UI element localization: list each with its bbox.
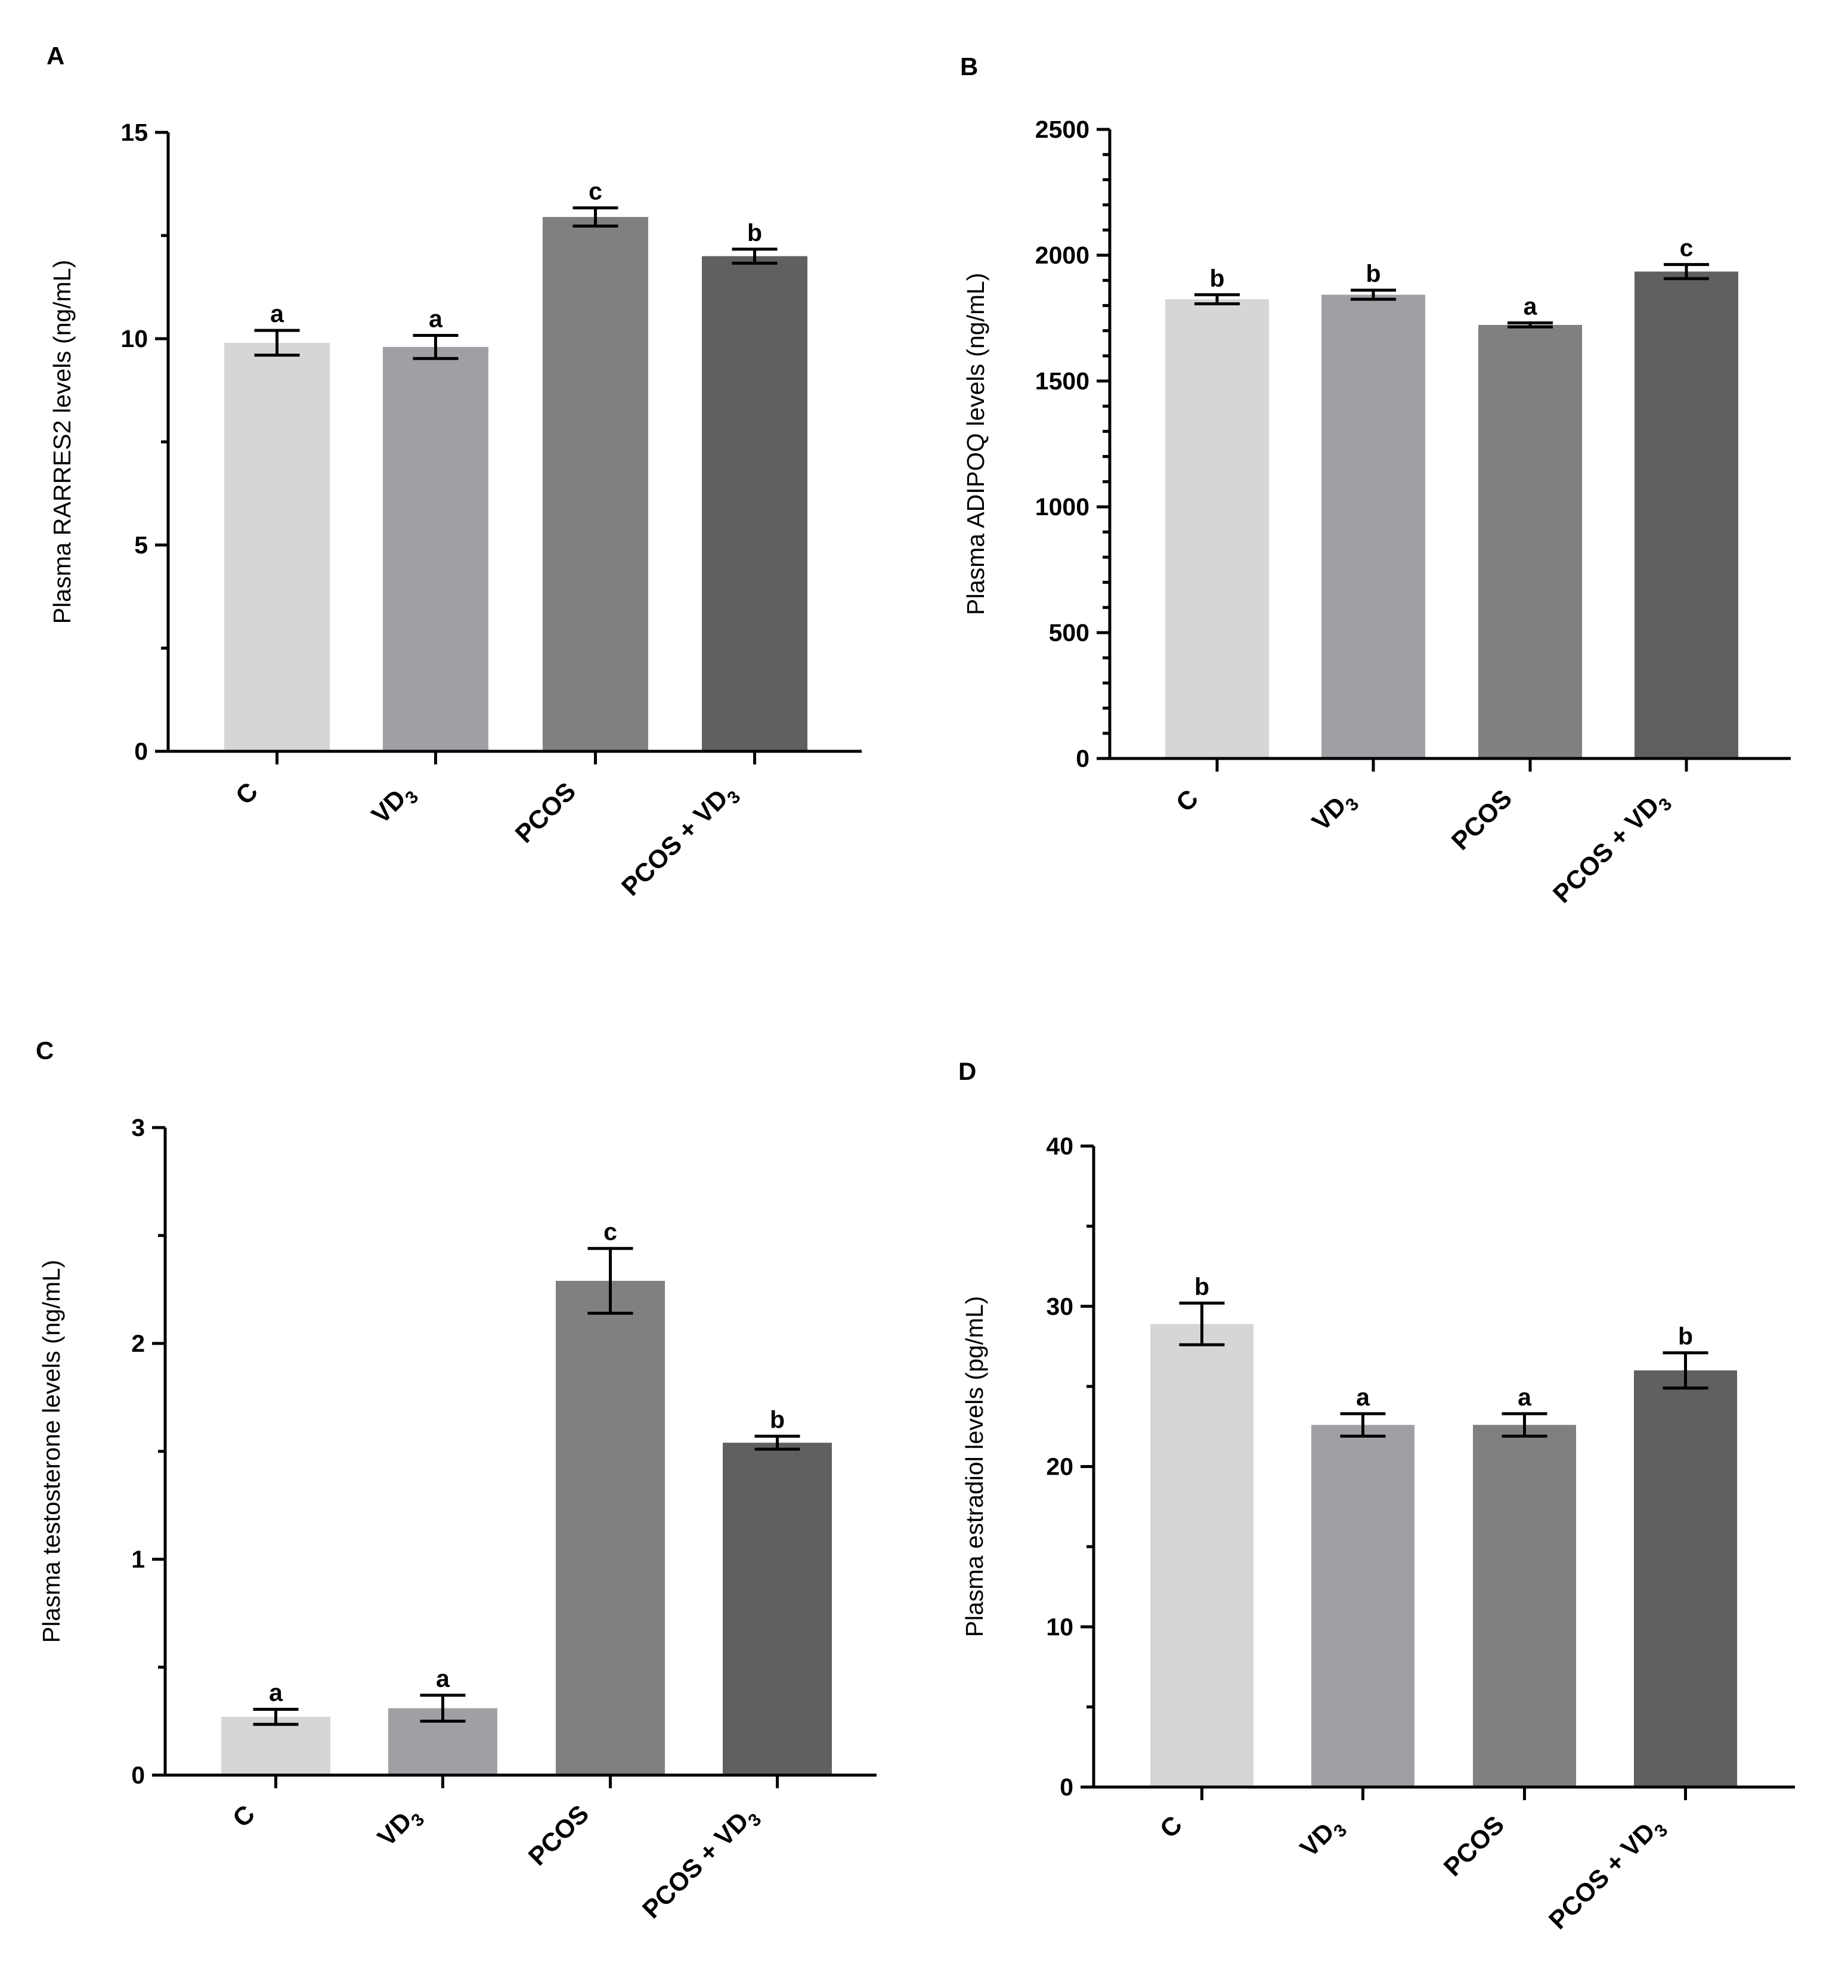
y-tick-label: 2500 <box>1035 116 1089 143</box>
bar-pcos <box>543 216 648 751</box>
significance-letter: b <box>770 1406 785 1433</box>
significance-letter: b <box>1194 1272 1209 1300</box>
y-tick-label: 1500 <box>1035 367 1089 395</box>
significance-letter: b <box>1678 1323 1693 1350</box>
x-category-label: C <box>1171 784 1204 818</box>
error-bar <box>420 1693 466 1723</box>
bar-pcos-vd3 <box>1634 1370 1737 1787</box>
significance-letter: b <box>1209 264 1224 292</box>
x-category-label: PCOS + VD3 <box>616 777 744 905</box>
x-category-label: PCOS <box>1438 1810 1510 1882</box>
error-bar <box>1351 289 1396 301</box>
panel-d: D Plasma estradiol levels (pg/mL) b a a b 0 10 2… <box>958 1057 1795 1939</box>
y-tick-label: 0 <box>1076 745 1089 772</box>
error-bar <box>587 1247 633 1315</box>
bar-pcos-vd3 <box>702 256 807 752</box>
y-tick-label: 10 <box>120 325 148 352</box>
significance-letter: c <box>603 1218 617 1246</box>
x-category-label: PCOS + VD3 <box>637 1800 765 1928</box>
x-category-label: C <box>1154 1810 1188 1844</box>
error-bar <box>1663 1351 1708 1390</box>
significance-letter: c <box>1680 234 1694 262</box>
y-axis-title: Plasma estradiol levels (pg/mL) <box>961 1296 988 1637</box>
x-category-label: PCOS + VD3 <box>1547 784 1676 912</box>
bar-c <box>221 1717 330 1775</box>
y-tick-label: 500 <box>1049 619 1089 646</box>
error-bar <box>1194 293 1240 305</box>
significance-letter: a <box>429 305 443 332</box>
x-category-label: PCOS <box>510 777 581 849</box>
error-bar <box>1508 321 1553 329</box>
error-bar <box>572 206 618 228</box>
y-tick-label: 1000 <box>1035 493 1089 521</box>
y-tick-label: 0 <box>1060 1773 1073 1801</box>
significance-letter: b <box>747 219 762 246</box>
error-bar <box>254 329 300 357</box>
bar-pcos <box>556 1281 665 1775</box>
x-category-label: VD3 <box>372 1800 428 1856</box>
panel-c: C Plasma testosterone levels (ng/mL) a a c b 0… <box>36 1036 877 1928</box>
significance-letter: a <box>1518 1383 1532 1411</box>
significance-letter: c <box>589 178 602 205</box>
y-tick-label: 30 <box>1046 1293 1073 1320</box>
y-tick-label: 10 <box>1046 1613 1073 1640</box>
x-category-label: PCOS <box>1446 784 1518 856</box>
bar-c <box>224 342 330 751</box>
panel-letter: C <box>36 1036 54 1064</box>
y-tick-label: 2000 <box>1035 241 1089 269</box>
significance-letter: a <box>436 1665 450 1692</box>
bar-pcos <box>1473 1425 1576 1787</box>
x-category-label: C <box>230 777 264 810</box>
error-bar <box>1340 1412 1386 1438</box>
panel-b: B Plasma ADIPOQ levels (ng/mL) b b a c 0 500 100… <box>960 52 1791 912</box>
y-tick-label: 15 <box>120 119 148 146</box>
y-tick-label: 20 <box>1046 1453 1073 1481</box>
bar-pcos <box>1478 324 1582 758</box>
x-category-label: VD3 <box>366 777 422 833</box>
bar-pcos-vd3 <box>723 1442 832 1775</box>
panel-letter: D <box>958 1057 976 1085</box>
bar-c <box>1150 1324 1253 1787</box>
panel-letter: A <box>47 42 64 70</box>
bar-vd3 <box>383 346 488 751</box>
bar-pcos-vd3 <box>1635 271 1738 758</box>
y-axis-title: Plasma testosterone levels (ng/mL) <box>38 1260 65 1643</box>
error-bar <box>413 333 459 360</box>
y-tick-label: 0 <box>131 1761 145 1789</box>
x-category-label: VD3 <box>1307 784 1363 840</box>
significance-letter: a <box>1524 293 1538 320</box>
significance-letter: a <box>270 300 284 327</box>
y-tick-label: 0 <box>134 738 148 765</box>
x-category-label: PCOS <box>523 1800 595 1871</box>
y-tick-label: 2 <box>131 1330 145 1357</box>
y-tick-label: 1 <box>131 1546 145 1573</box>
error-bar <box>1502 1412 1547 1438</box>
y-tick-label: 40 <box>1046 1132 1073 1160</box>
error-bar <box>253 1708 299 1726</box>
error-bar <box>754 1435 800 1451</box>
x-category-label: C <box>227 1800 261 1833</box>
y-axis-title: Plasma RARRES2 levels (ng/mL) <box>48 260 76 624</box>
panel-letter: B <box>960 52 978 80</box>
error-bar <box>1179 1301 1225 1346</box>
bar-vd3 <box>1311 1425 1414 1787</box>
y-tick-label: 5 <box>134 531 148 559</box>
y-axis-title: Plasma ADIPOQ levels (ng/mL) <box>962 273 989 615</box>
y-tick-label: 3 <box>131 1114 145 1141</box>
bar-c <box>1165 299 1269 759</box>
error-bar <box>1664 263 1709 280</box>
significance-letter: a <box>269 1679 283 1707</box>
x-category-label: VD3 <box>1295 1810 1351 1866</box>
x-category-label: PCOS + VD3 <box>1543 1810 1671 1939</box>
error-bar <box>732 247 778 265</box>
significance-letter: b <box>1366 260 1380 287</box>
panel-a: A Plasma RARRES2 levels (ng/mL) a a c b 0 5 10 15… <box>47 42 862 905</box>
significance-letter: a <box>1356 1383 1370 1411</box>
bar-vd3 <box>1321 295 1425 758</box>
